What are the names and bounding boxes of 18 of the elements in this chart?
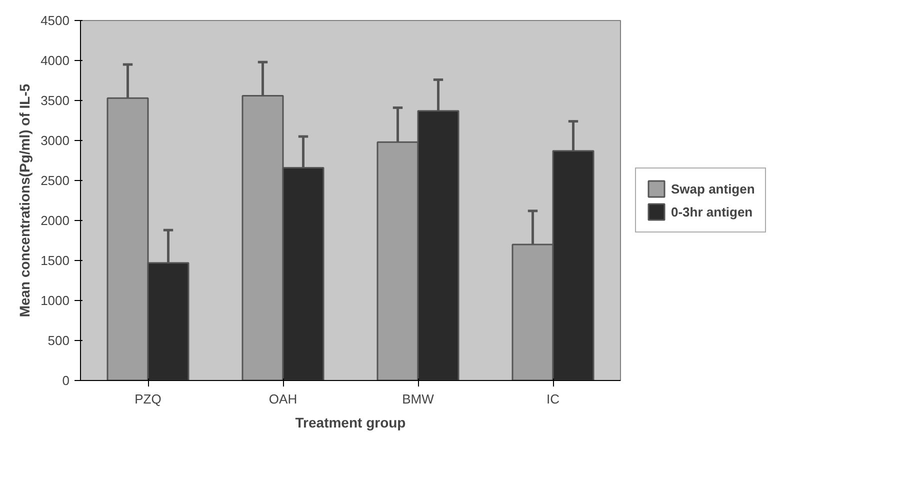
x-tick-label: BMW bbox=[402, 392, 435, 406]
x-tick-label: OAH bbox=[268, 392, 298, 406]
y-tick-label: 3000 bbox=[40, 133, 70, 148]
y-tick-label: 4000 bbox=[40, 53, 70, 68]
y-tick-label: 2500 bbox=[40, 173, 70, 188]
legend-label: 0-3hr antigen bbox=[671, 204, 753, 219]
y-tick-label: 500 bbox=[48, 333, 70, 348]
y-tick-label: 0 bbox=[62, 373, 70, 388]
y-axis-title: Mean concentrations(Pg/ml) of IL-5 bbox=[16, 84, 33, 318]
y-tick-label: 2000 bbox=[40, 213, 70, 228]
x-tick-label: IC bbox=[546, 392, 560, 406]
y-tick-label: 4500 bbox=[40, 13, 70, 28]
x-tick-label: PZQ bbox=[134, 392, 162, 406]
x-axis-title: Treatment group bbox=[295, 414, 406, 430]
legend-label: Swap antigen bbox=[671, 181, 755, 196]
y-tick-label: 1500 bbox=[40, 253, 70, 268]
y-tick-label: 1000 bbox=[40, 293, 70, 308]
y-tick-label: 3500 bbox=[40, 93, 70, 108]
